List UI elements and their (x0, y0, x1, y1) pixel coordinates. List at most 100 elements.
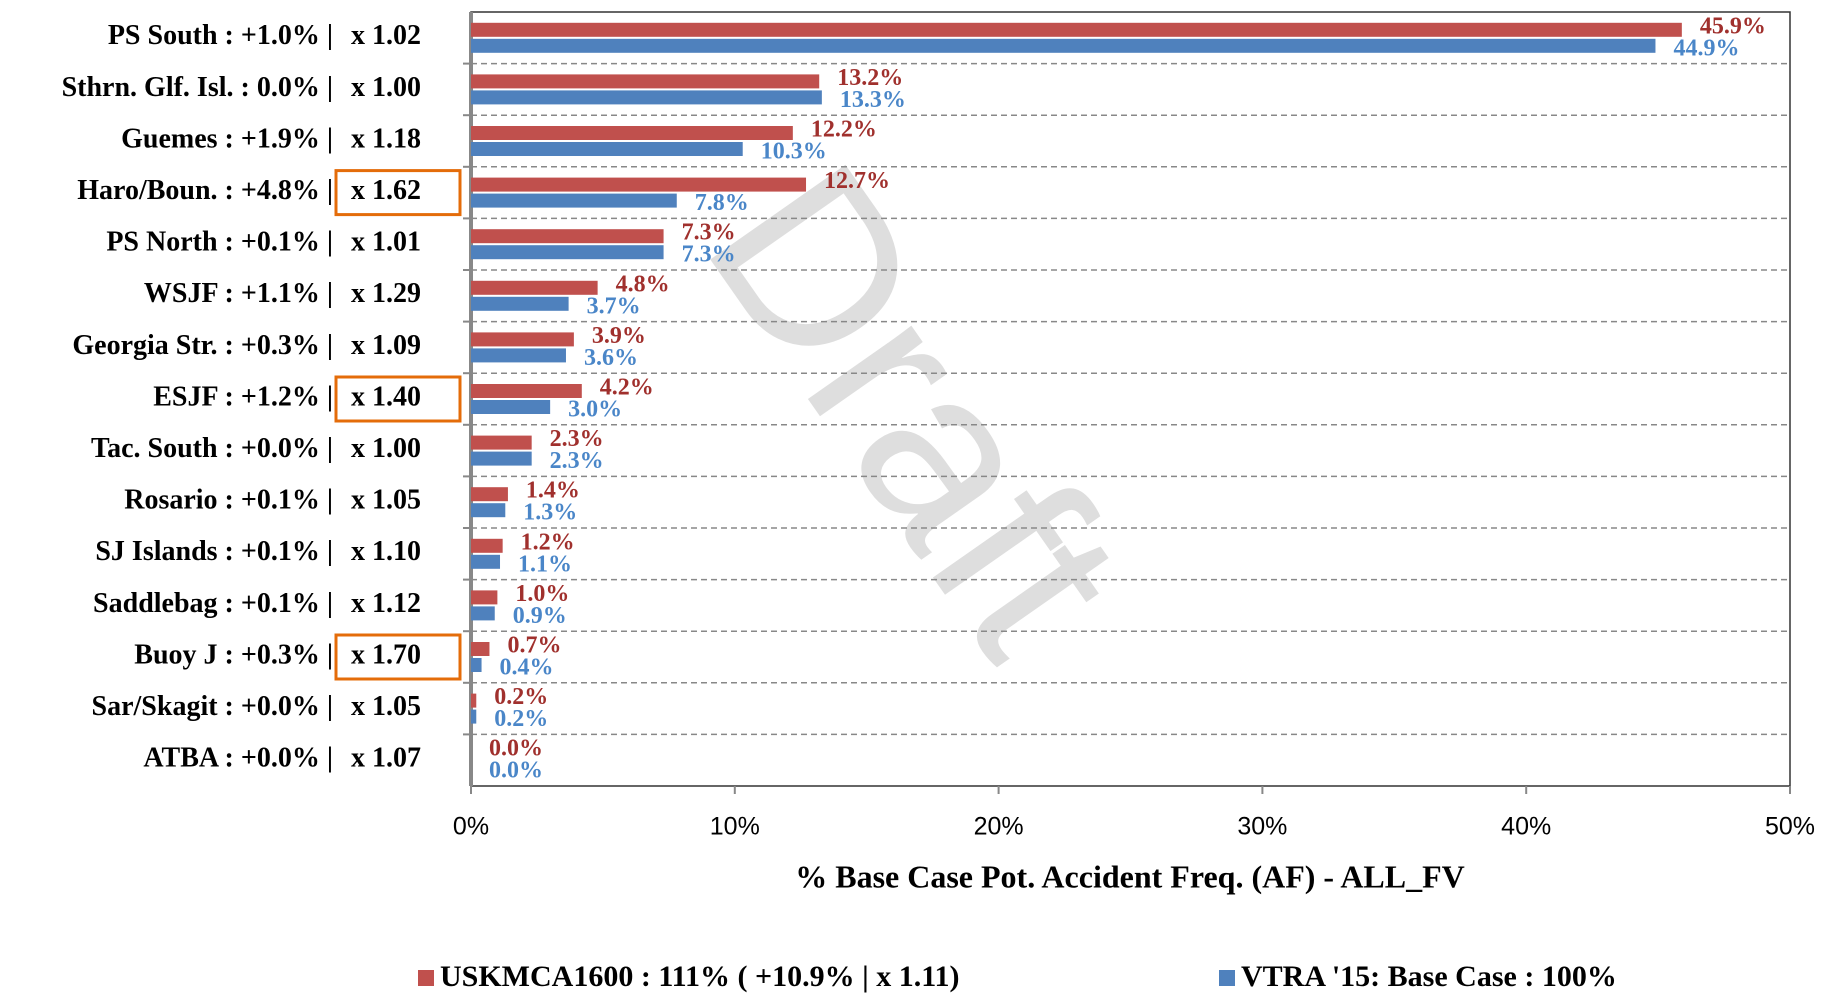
factor-label: x 1.05 (351, 691, 421, 722)
factor-label: x 1.01 (351, 227, 421, 258)
x-tick-label: 50% (1765, 813, 1815, 841)
y-tick-label: ATBA : +0.0% | (143, 743, 333, 774)
y-tick-label: Rosario : +0.1% | (124, 485, 333, 516)
factor-label: x 1.02 (351, 20, 421, 51)
y-tick-label: PS North : +0.1% | (106, 227, 333, 258)
value-label: 12.2% (811, 117, 877, 143)
value-label: 0.2% (494, 706, 548, 732)
bar (471, 126, 793, 140)
value-label: 3.0% (568, 397, 622, 423)
value-label: 1.0% (515, 581, 569, 607)
y-tick-label: Buoy J : +0.3% | (134, 639, 333, 670)
bar (471, 74, 820, 89)
factor-label: x 1.29 (351, 278, 421, 309)
x-tick-label: 10% (710, 813, 760, 841)
bar (471, 487, 508, 502)
value-label: 3.9% (592, 323, 646, 349)
value-label: 2.3% (550, 426, 604, 452)
highlight-box (334, 169, 462, 217)
factor-label: x 1.00 (351, 72, 421, 103)
value-label: 3.6% (584, 345, 638, 371)
y-tick-label: Sar/Skagit : +0.0% | (92, 691, 333, 722)
bar (471, 503, 506, 518)
bar (471, 384, 582, 398)
bar (471, 245, 664, 260)
value-label: 4.2% (600, 375, 654, 401)
value-label: 0.7% (507, 633, 561, 659)
x-tick-label: 20% (974, 813, 1024, 841)
bar (471, 642, 490, 656)
bar (471, 709, 477, 724)
y-tick-label: Sthrn. Glf. Isl. : 0.0% | (62, 72, 333, 103)
bar (471, 280, 598, 295)
factor-label: x 1.40 (351, 381, 421, 412)
legend-label: USKMCA1600 : 111% ( +10.9% | x 1.11) (440, 960, 960, 993)
bar (471, 538, 503, 553)
factor-label: x 1.10 (351, 536, 421, 567)
y-tick-label: Haro/Boun. : +4.8% | (77, 175, 333, 206)
value-label: 4.8% (616, 271, 670, 297)
bar (471, 451, 532, 466)
bar (471, 590, 498, 605)
y-tick-label: PS South : +1.0% | (108, 20, 333, 51)
bar (471, 296, 569, 311)
value-label: 1.4% (526, 478, 580, 504)
value-label: 7.8% (695, 190, 749, 216)
value-label: 13.2% (837, 65, 903, 91)
value-label: 12.7% (824, 168, 890, 194)
y-tick-label: Tac. South : +0.0% | (91, 433, 333, 464)
bar (471, 193, 677, 208)
value-label: 0.9% (513, 603, 567, 629)
factor-label: x 1.62 (351, 175, 421, 206)
value-label: 13.3% (840, 87, 906, 113)
bar (471, 400, 551, 414)
value-label: 0.0% (489, 736, 543, 762)
bar (471, 177, 807, 192)
factor-label: x 1.12 (351, 588, 421, 619)
value-label: 0.4% (500, 655, 554, 681)
value-label: 7.3% (682, 242, 736, 268)
y-tick-label: SJ Islands : +0.1% | (95, 536, 333, 567)
value-label: 1.2% (521, 529, 575, 555)
legend-swatch (1219, 970, 1235, 986)
bar (471, 90, 822, 105)
factor-label: x 1.70 (351, 639, 421, 670)
factor-label: x 1.05 (351, 485, 421, 516)
factor-label: x 1.00 (351, 433, 421, 464)
bar (471, 658, 482, 672)
x-tick-label: 40% (1501, 813, 1551, 841)
highlight-box (334, 375, 462, 423)
y-tick-label: ESJF : +1.2% | (153, 381, 333, 412)
x-tick-label: 30% (1237, 813, 1287, 841)
bar (471, 22, 1682, 37)
value-label: 10.3% (761, 139, 827, 165)
factor-label: x 1.07 (351, 743, 421, 774)
x-tick-label: 0% (453, 813, 489, 841)
y-tick-label: Georgia Str. : +0.3% | (72, 330, 333, 361)
value-label: 3.7% (587, 293, 641, 319)
value-label: 0.2% (494, 684, 548, 710)
legend-swatch (418, 970, 434, 986)
value-label: 45.9% (1700, 13, 1766, 39)
bar (471, 693, 477, 708)
value-label: 0.0% (489, 758, 543, 784)
value-label: 2.3% (550, 448, 604, 474)
factor-label: x 1.09 (351, 330, 421, 361)
bar (471, 606, 495, 621)
y-tick-label: Guemes : +1.9% | (121, 123, 333, 154)
bar (471, 435, 532, 450)
y-tick-label: WSJF : +1.1% | (144, 278, 333, 309)
value-label: 1.3% (523, 500, 577, 526)
value-label: 1.1% (518, 551, 572, 577)
value-label: 44.9% (1673, 35, 1739, 61)
highlight-box (334, 633, 462, 681)
bar (471, 38, 1656, 53)
x-axis-title: % Base Case Pot. Accident Freq. (AF) - A… (795, 858, 1465, 894)
bar (471, 554, 501, 569)
bar (471, 332, 574, 347)
value-label: 7.3% (682, 220, 736, 246)
bar (471, 142, 743, 156)
factor-label: x 1.18 (351, 123, 421, 154)
bar (471, 348, 566, 363)
